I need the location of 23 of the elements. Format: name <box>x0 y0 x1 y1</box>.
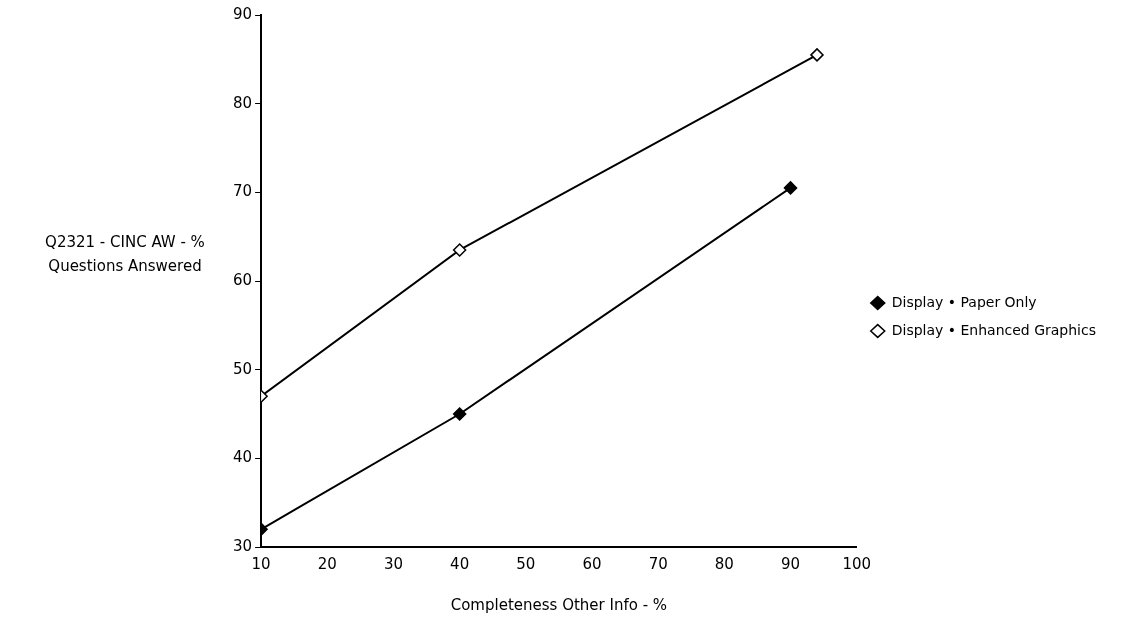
y-axis-title: Q2321 - CINC AW - % Questions Answered <box>44 232 206 277</box>
legend-label: Display • Enhanced Graphics <box>891 321 1096 338</box>
x-tick-label: 20 <box>317 554 337 573</box>
y-tick-label: 30 <box>232 536 253 555</box>
x-tick-label: 30 <box>383 554 403 573</box>
x-tick-label: 40 <box>450 554 470 573</box>
x-tick-label: 100 <box>842 554 872 573</box>
x-tick-label: 60 <box>582 554 602 573</box>
x-tick-label: 90 <box>780 554 801 573</box>
x-tick-label: 10 <box>251 554 271 573</box>
y-tick-label: 40 <box>232 448 253 467</box>
y-tick-label: 70 <box>232 182 253 201</box>
y-tick-label: 90 <box>232 4 253 23</box>
x-tick-label: 70 <box>648 554 668 573</box>
y-tick-label: 50 <box>232 359 253 378</box>
y-tick-label: 60 <box>232 270 253 289</box>
point <box>810 48 824 62</box>
legend-label: Display • Paper Only <box>891 293 1037 310</box>
x-axis-title: Completeness Other Info - % <box>450 595 668 614</box>
point <box>783 181 798 195</box>
x-tick-label: 80 <box>714 554 734 573</box>
x-tick-label: 50 <box>516 554 536 573</box>
y-tick-label: 80 <box>232 93 253 112</box>
